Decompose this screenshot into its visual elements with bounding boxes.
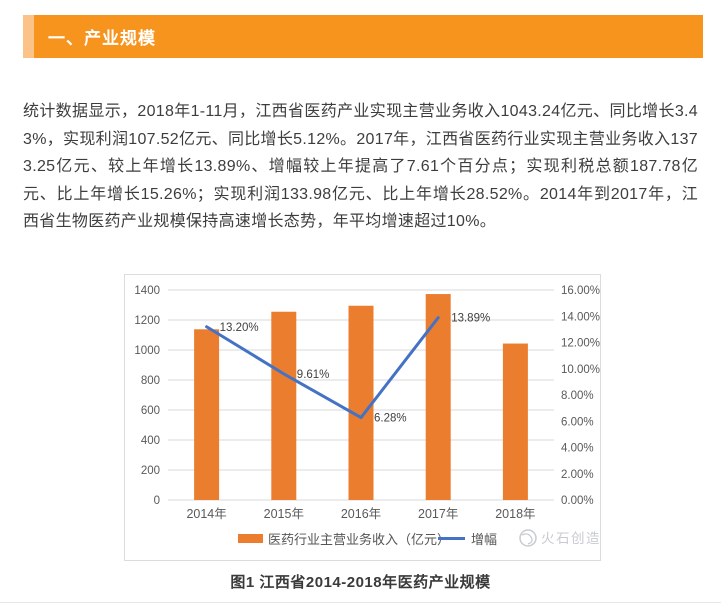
growth-line [205, 316, 440, 420]
legend-bar-label: 医药行业主营业务收入（亿元） [268, 532, 450, 547]
y-axis-right-label: 10.00% [561, 364, 600, 376]
page-bottom-divider [0, 602, 721, 603]
y-axis-right-label: 8.00% [561, 390, 594, 402]
body-paragraph: 统计数据显示，2018年1-11月，江西省医药产业实现主营业务收入1043.24… [23, 103, 698, 231]
legend-bar-swatch [238, 534, 263, 543]
x-axis-label: 2015年 [264, 507, 304, 521]
x-axis-label: 2018年 [495, 507, 535, 521]
bar-2016年 [348, 305, 374, 500]
banner-body: 一、产业规模 [34, 15, 703, 58]
watermark-text: 火石创造 [541, 531, 600, 546]
y-axis-right-label: 4.00% [561, 443, 594, 455]
y-axis-left-label: 1200 [134, 315, 160, 327]
section-title: 一、产业规模 [48, 29, 156, 48]
line-point-label: 6.28% [374, 413, 407, 425]
industry-scale-chart: 0 200 400 600 800 1000 1200 1400 0.00% 2.00% 4.00%… [124, 274, 601, 561]
y-axis-left-label: 0 [154, 495, 160, 507]
y-axis-left-label: 400 [141, 435, 160, 447]
y-axis-right-label: 0.00% [561, 495, 594, 507]
y-axis-right-label: 16.00% [561, 285, 600, 297]
y-axis-left-label: 1400 [134, 285, 160, 297]
section-banner: 一、产业规模 [23, 15, 703, 58]
bar-2014年 [194, 329, 220, 500]
bar-2015年 [271, 311, 297, 500]
y-axis-right-label: 2.00% [561, 469, 594, 481]
watermark-logo-icon [519, 529, 537, 547]
y-axis-right-label: 6.00% [561, 416, 594, 428]
bar-2018年 [502, 343, 528, 500]
x-axis-label: 2014年 [186, 507, 226, 521]
banner-accent-strip [23, 15, 34, 58]
y-axis-left-label: 600 [141, 405, 160, 417]
watermark-logo-swirl-icon [521, 533, 533, 545]
y-axis-left-label: 200 [141, 465, 160, 477]
line-point-label: 13.20% [220, 322, 259, 334]
figure-caption: 图1 江西省2014-2018年医药产业规模 [230, 574, 491, 591]
y-axis-left-label: 1000 [134, 345, 160, 357]
y-axis-right-label: 14.00% [561, 311, 600, 323]
legend-line-label: 增幅 [471, 532, 497, 547]
line-point-label: 9.61% [297, 369, 330, 381]
x-axis-label: 2016年 [341, 507, 381, 521]
line-point-label: 13.89% [451, 313, 490, 325]
y-axis-left-label: 800 [141, 375, 160, 387]
x-axis-label: 2017年 [418, 507, 458, 521]
chart-canvas: 0 200 400 600 800 1000 1200 1400 0.00% 2.00% 4.00%… [134, 285, 600, 547]
y-axis-right-label: 12.00% [561, 338, 600, 350]
bar-2017年 [425, 294, 451, 500]
